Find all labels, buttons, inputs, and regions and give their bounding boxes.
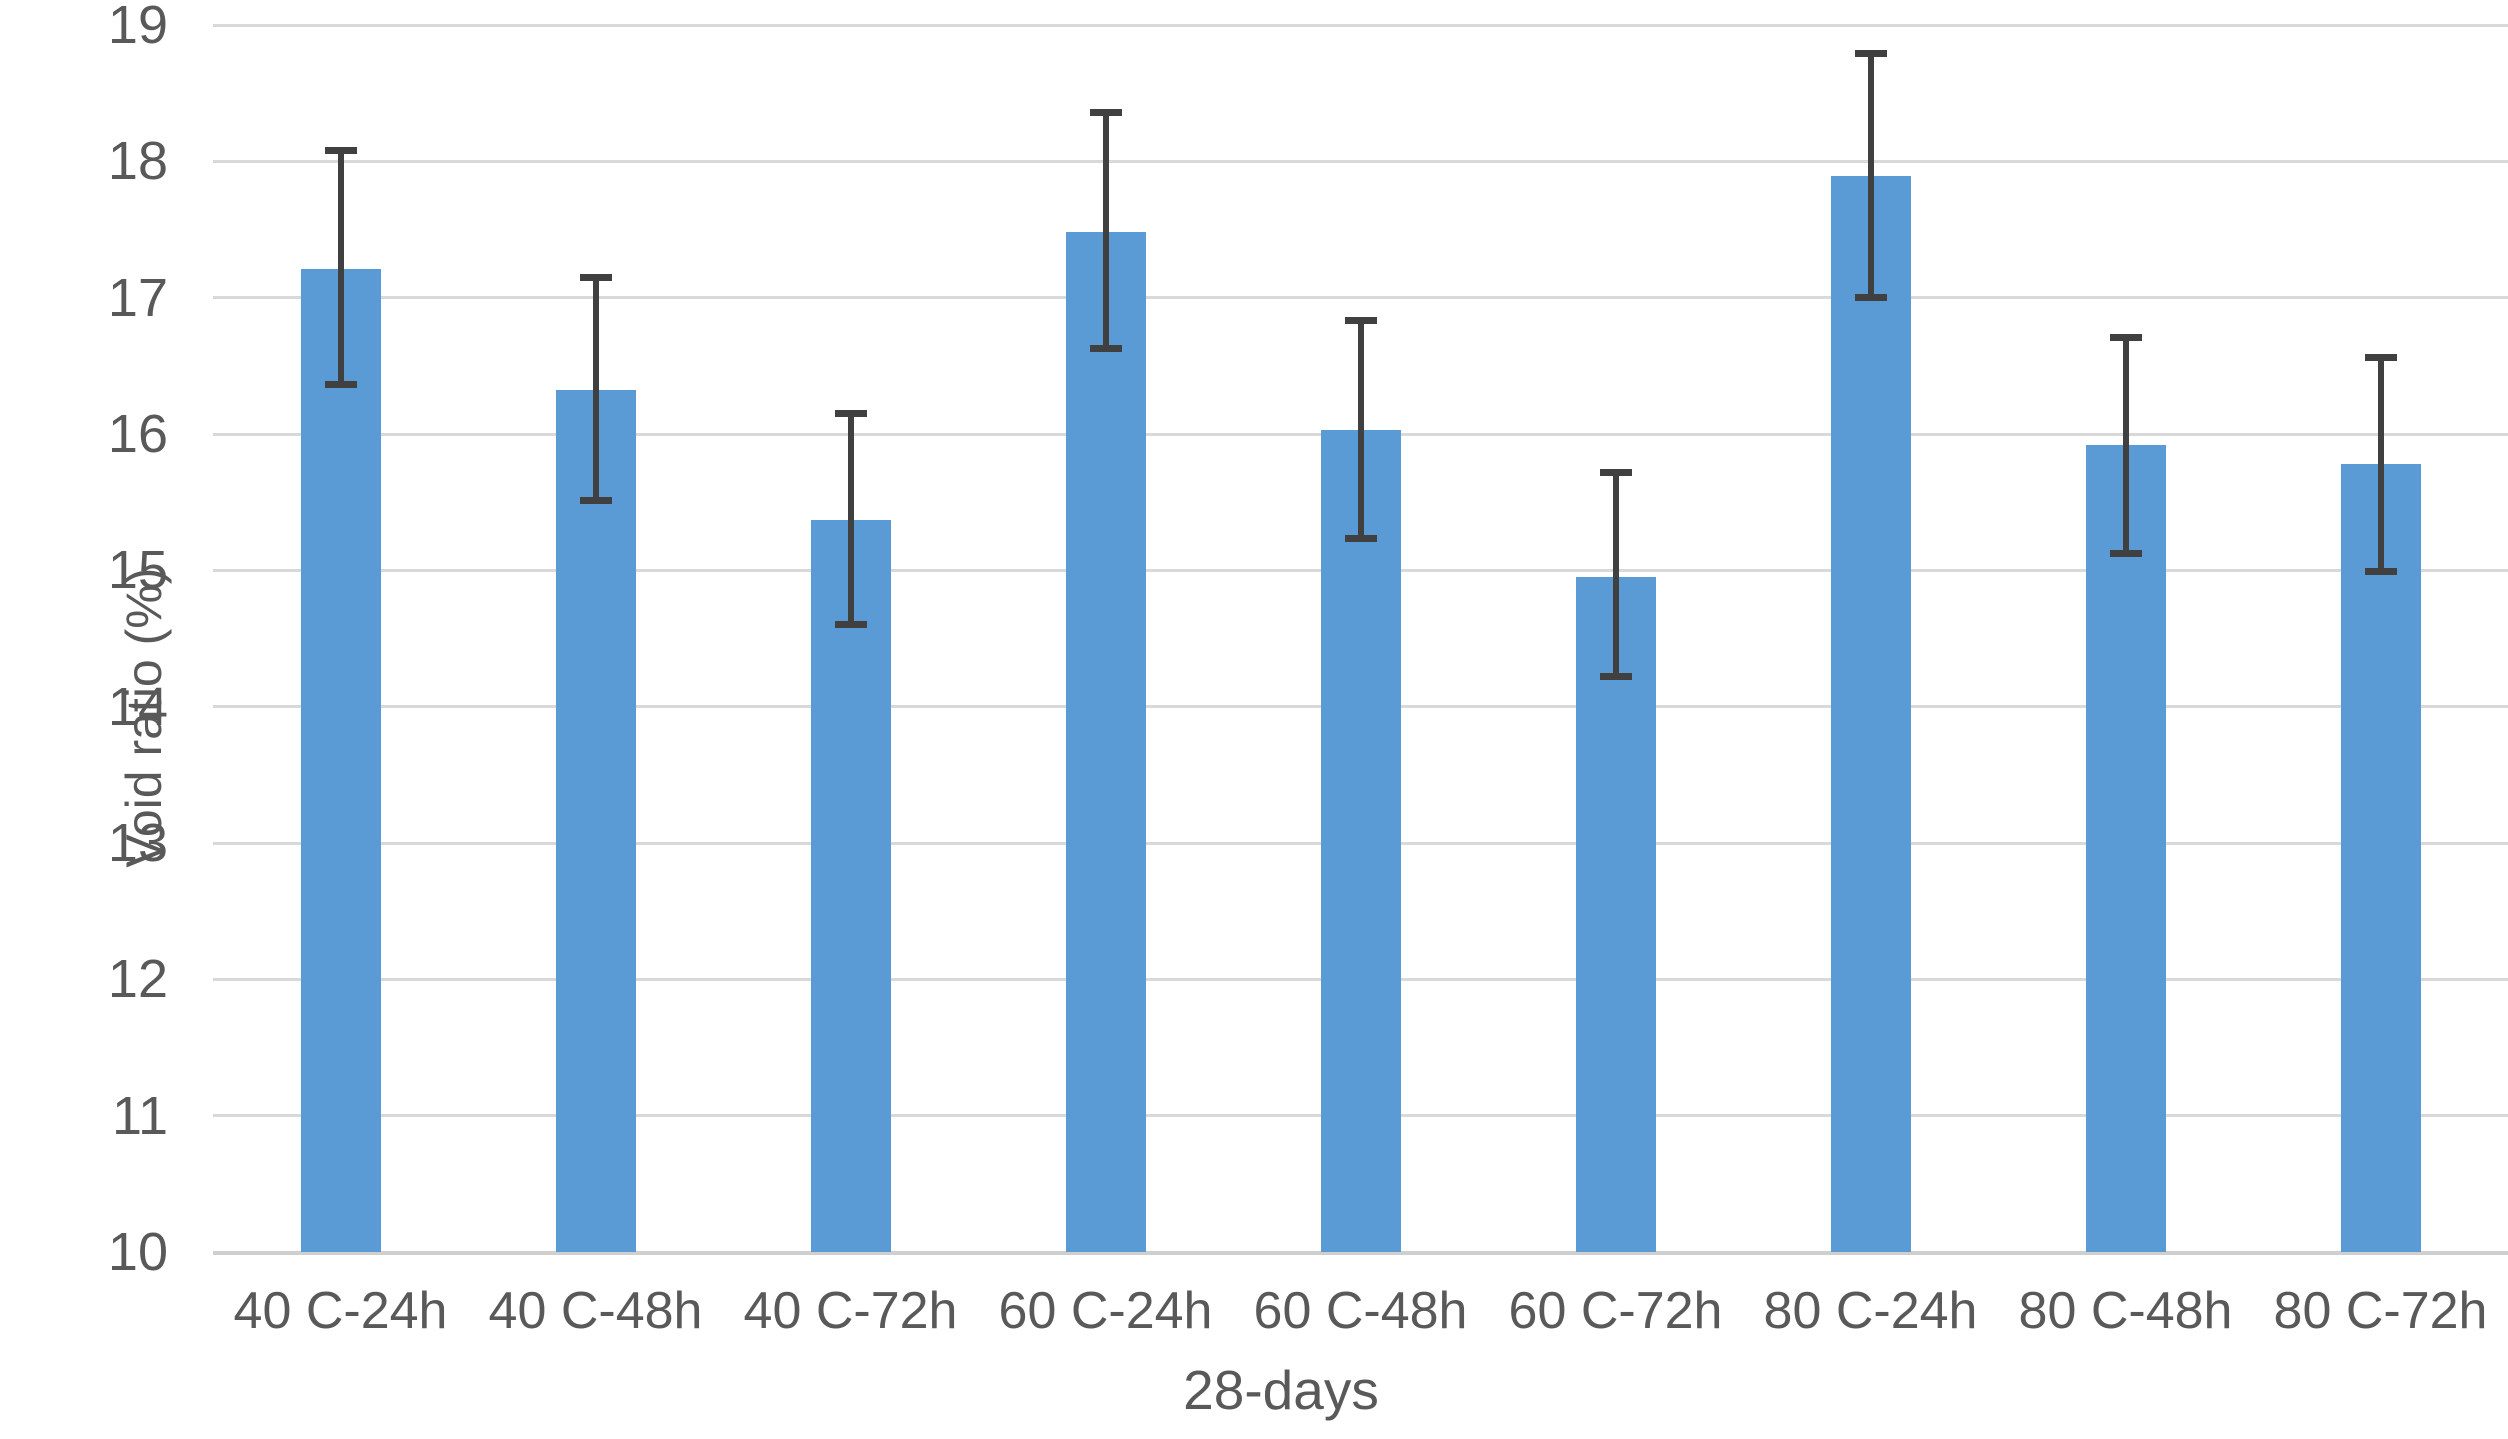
bar-80-c-72h [2340, 463, 2421, 1252]
h-gridline [213, 23, 2508, 27]
error-bar-stem [2122, 337, 2129, 554]
x-tick-label: 80 C-24h [1763, 1282, 1978, 1340]
bar-80-c-48h [2085, 444, 2166, 1252]
bar-40-c-72h [810, 519, 891, 1252]
error-bar-cap-top [324, 146, 357, 154]
x-tick-label: 40 C-48h [488, 1282, 703, 1340]
x-tick-label: 40 C-24h [233, 1282, 448, 1340]
error-bar-stem [592, 277, 599, 501]
error-bar-cap-bottom [1599, 673, 1632, 681]
error-bar-cap-top [579, 273, 612, 281]
y-tick-label: 13 [107, 813, 168, 873]
y-tick-label: 10 [107, 1222, 168, 1282]
bar-40-c-24h [300, 269, 381, 1252]
error-bar-cap-bottom [834, 621, 867, 629]
bar-60-c-24h [1065, 232, 1146, 1252]
y-tick-label: 18 [107, 131, 168, 192]
x-tick-label: 60 C-72h [1508, 1282, 1723, 1340]
x-tick-label: 60 C-48h [1253, 1282, 1468, 1340]
error-bar-cap-bottom [2364, 568, 2397, 576]
error-bar-cap-bottom [1089, 344, 1122, 352]
x-tick-label: 80 C-48h [2018, 1282, 2233, 1340]
error-bar-stem [847, 413, 854, 625]
error-bar-cap-bottom [1344, 535, 1377, 543]
error-bar-cap-top [2364, 354, 2397, 362]
error-bar-cap-bottom [1854, 294, 1887, 302]
error-bar-cap-top [1854, 50, 1887, 58]
bar-60-c-72h [1575, 577, 1656, 1252]
error-bar-stem [1357, 320, 1364, 539]
error-bar-cap-top [834, 410, 867, 418]
bar-80-c-24h [1830, 176, 1911, 1252]
error-bar-cap-bottom [324, 381, 357, 389]
x-tick-label: 60 C-24h [998, 1282, 1213, 1340]
x-tick-label: 80 C-72h [2273, 1282, 2488, 1340]
error-bar-stem [337, 150, 344, 385]
error-bar-cap-top [1344, 317, 1377, 325]
error-bar-cap-top [2109, 333, 2142, 341]
y-tick-label: 12 [107, 949, 168, 1010]
bar-60-c-48h [1320, 429, 1401, 1252]
y-tick-label: 14 [107, 676, 168, 737]
x-tick-label: 40 C-72h [743, 1282, 958, 1340]
x-axis-title: 28-days [1183, 1359, 1379, 1421]
error-bar-cap-top [1599, 468, 1632, 476]
y-tick-label: 15 [107, 540, 168, 601]
error-bar-stem [1867, 53, 1874, 298]
y-tick-label: 16 [107, 404, 168, 464]
h-gridline [213, 159, 2508, 163]
y-tick-label: 19 [107, 0, 168, 55]
x-axis-line [213, 1250, 2508, 1255]
error-bar-cap-bottom [2109, 550, 2142, 558]
error-bar-cap-top [1089, 108, 1122, 116]
error-bar-stem [2377, 357, 2384, 572]
y-tick-label: 17 [107, 267, 168, 328]
error-bar-stem [1102, 112, 1109, 349]
error-bar-cap-bottom [579, 497, 612, 505]
h-gridline [213, 296, 2508, 300]
error-bar-stem [1612, 472, 1619, 677]
y-tick-label: 11 [111, 1085, 168, 1146]
bar-40-c-48h [555, 390, 636, 1252]
